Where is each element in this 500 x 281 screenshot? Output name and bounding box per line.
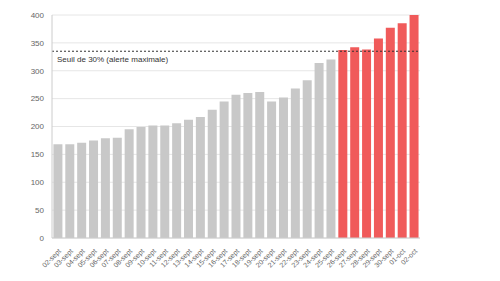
svg-text:25-sept: 25-sept: [313, 247, 336, 269]
svg-text:Seuil de 30% (alerte maximale): Seuil de 30% (alerte maximale): [57, 55, 168, 64]
svg-text:20-sept: 20-sept: [254, 247, 276, 269]
svg-text:14-sept: 14-sept: [183, 247, 205, 269]
svg-text:350: 350: [31, 39, 45, 48]
svg-text:15-sept: 15-sept: [195, 247, 217, 269]
svg-text:07-sept: 07-sept: [100, 247, 122, 269]
svg-text:21-sept: 21-sept: [266, 247, 288, 269]
svg-text:300: 300: [31, 67, 45, 76]
svg-text:13-sept: 13-sept: [171, 247, 193, 269]
svg-text:27-sept: 27-sept: [337, 247, 359, 269]
svg-text:24-sept: 24-sept: [301, 247, 324, 269]
svg-text:100: 100: [31, 178, 45, 187]
svg-text:04-sept: 04-sept: [64, 247, 86, 269]
svg-text:09-sept: 09-sept: [123, 247, 146, 269]
svg-text:10-sept: 10-sept: [135, 247, 158, 269]
svg-text:200: 200: [31, 122, 45, 131]
svg-text:01-oct: 01-oct: [387, 247, 407, 266]
svg-text:02-sept: 02-sept: [40, 247, 63, 269]
svg-text:0: 0: [40, 234, 45, 243]
svg-text:11-sept: 11-sept: [147, 247, 169, 269]
svg-text:19-sept: 19-sept: [242, 247, 264, 269]
svg-text:50: 50: [35, 206, 44, 215]
svg-text:400: 400: [31, 11, 45, 20]
svg-text:06-sept: 06-sept: [88, 247, 110, 269]
svg-text:05-sept: 05-sept: [76, 247, 98, 269]
svg-text:250: 250: [31, 94, 45, 103]
svg-text:08-sept: 08-sept: [111, 247, 134, 269]
svg-text:26-sept: 26-sept: [325, 247, 348, 269]
svg-text:17-sept: 17-sept: [218, 247, 241, 269]
svg-text:22-sept: 22-sept: [278, 247, 300, 269]
svg-text:18-sept: 18-sept: [230, 247, 253, 269]
svg-text:16-sept: 16-sept: [206, 247, 229, 269]
svg-text:23-sept: 23-sept: [290, 247, 312, 269]
svg-text:150: 150: [31, 150, 45, 159]
svg-text:29-sept: 29-sept: [361, 247, 383, 269]
svg-text:12-sept: 12-sept: [159, 247, 181, 269]
svg-text:02-oct: 02-oct: [400, 247, 419, 266]
svg-text:28-sept: 28-sept: [349, 247, 371, 269]
svg-text:30-sept: 30-sept: [373, 247, 395, 269]
svg-text:03-sept: 03-sept: [52, 247, 74, 269]
